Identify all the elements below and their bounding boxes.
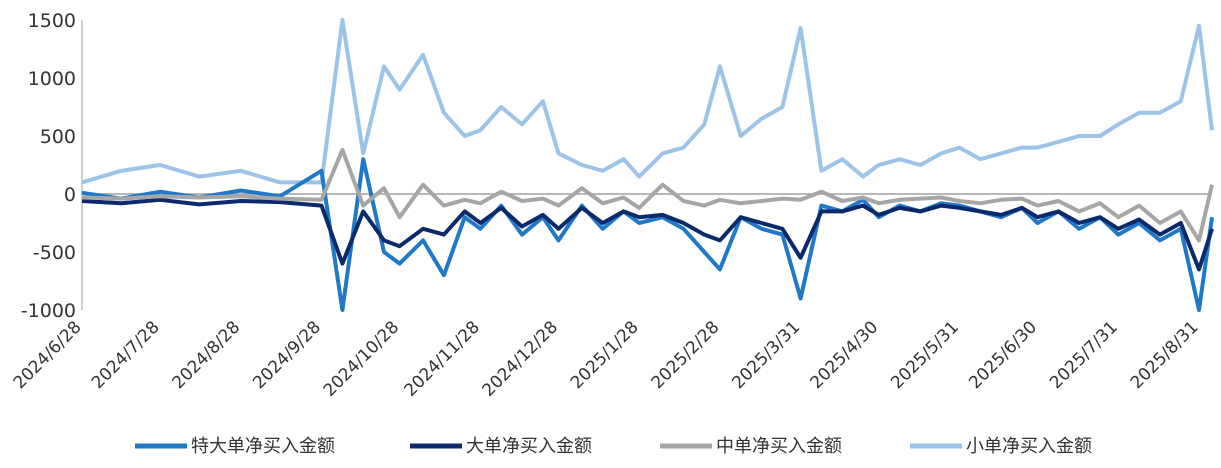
series-layer <box>81 18 1214 312</box>
series-line-1 <box>81 197 1214 272</box>
x-tick-label: 2025/8/31 <box>1127 317 1203 393</box>
legend: 特大单净买入金额 大单净买入金额 中单净买入金额 小单净买入金额 <box>135 436 1092 457</box>
x-tick-label: 2025/1/28 <box>567 317 643 393</box>
x-tick-label: 2025/2/28 <box>648 317 724 393</box>
x-tick-label: 2024/11/28 <box>400 317 483 400</box>
y-tick-label: -500 <box>33 242 76 264</box>
y-axis: 1500 1000 500 0 -500 -1000 <box>21 10 76 322</box>
x-tick-label: 2025/6/30 <box>965 317 1041 393</box>
series-line-2 <box>81 147 1214 243</box>
y-tick-label: -1000 <box>21 300 76 322</box>
legend-label: 中单净买入金额 <box>716 436 842 457</box>
y-tick-label: 0 <box>64 184 76 206</box>
x-tick-label: 2024/6/28 <box>10 317 86 393</box>
x-tick-label: 2025/5/31 <box>887 317 963 393</box>
x-tick-label: 2024/7/28 <box>88 317 164 393</box>
legend-label: 大单净买入金额 <box>466 436 592 457</box>
x-tick-label: 2025/4/30 <box>806 317 882 393</box>
x-tick-label: 2024/9/28 <box>249 317 325 393</box>
y-tick-label: 1000 <box>28 68 76 90</box>
x-axis: 2024/6/28 2024/7/28 2024/8/28 2024/9/282024… <box>10 317 1203 400</box>
x-tick-label: 2024/8/28 <box>169 317 245 393</box>
series-line-0 <box>81 157 1214 312</box>
legend-label: 小单净买入金额 <box>966 436 1092 457</box>
x-tick-label: 2025/7/31 <box>1046 317 1122 393</box>
x-tick-label: 2025/3/31 <box>728 317 804 393</box>
x-tick-label: 2024/10/28 <box>320 317 403 400</box>
y-tick-label: 1500 <box>28 10 76 32</box>
y-tick-label: 500 <box>40 126 76 148</box>
legend-label: 特大单净买入金额 <box>191 436 335 457</box>
series-line-3 <box>81 18 1214 185</box>
x-tick-label: 2024/12/28 <box>479 317 562 400</box>
